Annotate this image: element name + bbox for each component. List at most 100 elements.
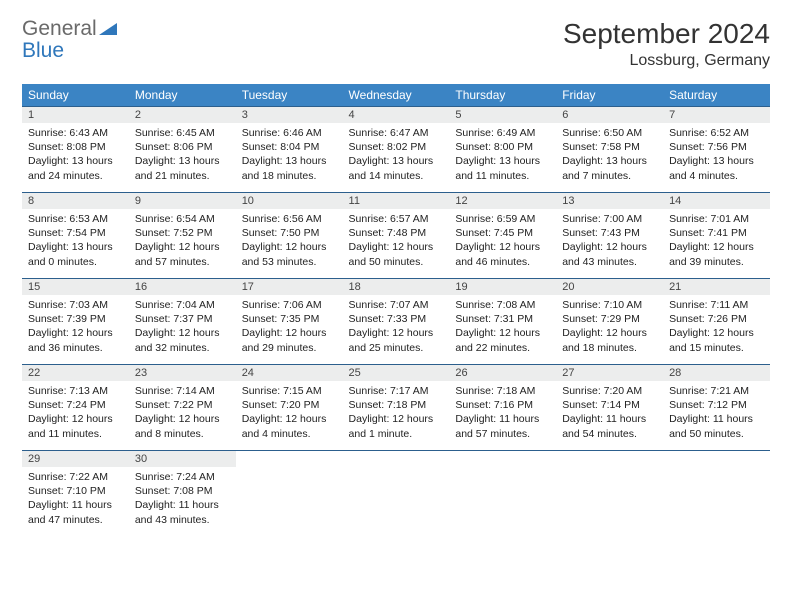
daylight-line: Daylight: 13 hours and 14 minutes. <box>349 154 444 182</box>
sunrise-line: Sunrise: 7:18 AM <box>455 384 550 398</box>
sunrise-line: Sunrise: 7:03 AM <box>28 298 123 312</box>
sunset-line: Sunset: 8:04 PM <box>242 140 337 154</box>
weekday-header: Sunday <box>22 84 129 107</box>
title-block: September 2024 Lossburg, Germany <box>563 18 770 70</box>
calendar-day-cell: 5Sunrise: 6:49 AMSunset: 8:00 PMDaylight… <box>449 107 556 193</box>
day-body: Sunrise: 6:54 AMSunset: 7:52 PMDaylight:… <box>129 209 236 275</box>
weekday-header: Friday <box>556 84 663 107</box>
sunset-line: Sunset: 7:26 PM <box>669 312 764 326</box>
daylight-line: Daylight: 13 hours and 7 minutes. <box>562 154 657 182</box>
day-number: 27 <box>556 365 663 381</box>
day-number: 22 <box>22 365 129 381</box>
day-body: Sunrise: 7:20 AMSunset: 7:14 PMDaylight:… <box>556 381 663 447</box>
day-number: 4 <box>343 107 450 123</box>
day-number-empty <box>343 451 450 467</box>
sunset-line: Sunset: 7:50 PM <box>242 226 337 240</box>
day-body: Sunrise: 7:15 AMSunset: 7:20 PMDaylight:… <box>236 381 343 447</box>
day-body: Sunrise: 7:04 AMSunset: 7:37 PMDaylight:… <box>129 295 236 361</box>
logo-triangle-icon <box>99 17 117 40</box>
day-number: 10 <box>236 193 343 209</box>
calendar-day-cell: 28Sunrise: 7:21 AMSunset: 7:12 PMDayligh… <box>663 365 770 451</box>
calendar-day-cell: 12Sunrise: 6:59 AMSunset: 7:45 PMDayligh… <box>449 193 556 279</box>
day-number: 21 <box>663 279 770 295</box>
sunset-line: Sunset: 7:16 PM <box>455 398 550 412</box>
calendar-day-cell: 19Sunrise: 7:08 AMSunset: 7:31 PMDayligh… <box>449 279 556 365</box>
calendar-day-cell: 4Sunrise: 6:47 AMSunset: 8:02 PMDaylight… <box>343 107 450 193</box>
daylight-line: Daylight: 12 hours and 46 minutes. <box>455 240 550 268</box>
day-number: 17 <box>236 279 343 295</box>
day-number: 28 <box>663 365 770 381</box>
calendar-day-cell: 13Sunrise: 7:00 AMSunset: 7:43 PMDayligh… <box>556 193 663 279</box>
day-body: Sunrise: 7:06 AMSunset: 7:35 PMDaylight:… <box>236 295 343 361</box>
daylight-line: Daylight: 11 hours and 50 minutes. <box>669 412 764 440</box>
daylight-line: Daylight: 12 hours and 1 minute. <box>349 412 444 440</box>
sunset-line: Sunset: 7:54 PM <box>28 226 123 240</box>
daylight-line: Daylight: 12 hours and 43 minutes. <box>562 240 657 268</box>
sunset-line: Sunset: 7:18 PM <box>349 398 444 412</box>
day-body: Sunrise: 7:07 AMSunset: 7:33 PMDaylight:… <box>343 295 450 361</box>
sunset-line: Sunset: 7:22 PM <box>135 398 230 412</box>
day-body: Sunrise: 7:13 AMSunset: 7:24 PMDaylight:… <box>22 381 129 447</box>
day-number-empty <box>556 451 663 467</box>
sunrise-line: Sunrise: 6:49 AM <box>455 126 550 140</box>
day-number: 9 <box>129 193 236 209</box>
sunset-line: Sunset: 7:14 PM <box>562 398 657 412</box>
sunrise-line: Sunrise: 6:57 AM <box>349 212 444 226</box>
day-body: Sunrise: 7:01 AMSunset: 7:41 PMDaylight:… <box>663 209 770 275</box>
sunset-line: Sunset: 7:43 PM <box>562 226 657 240</box>
daylight-line: Daylight: 11 hours and 54 minutes. <box>562 412 657 440</box>
day-number: 25 <box>343 365 450 381</box>
calendar-day-cell: 8Sunrise: 6:53 AMSunset: 7:54 PMDaylight… <box>22 193 129 279</box>
sunrise-line: Sunrise: 6:45 AM <box>135 126 230 140</box>
calendar-day-cell: 14Sunrise: 7:01 AMSunset: 7:41 PMDayligh… <box>663 193 770 279</box>
day-body: Sunrise: 7:03 AMSunset: 7:39 PMDaylight:… <box>22 295 129 361</box>
location: Lossburg, Germany <box>563 52 770 70</box>
sunset-line: Sunset: 7:45 PM <box>455 226 550 240</box>
sunset-line: Sunset: 7:31 PM <box>455 312 550 326</box>
daylight-line: Daylight: 11 hours and 43 minutes. <box>135 498 230 526</box>
calendar-day-cell: 23Sunrise: 7:14 AMSunset: 7:22 PMDayligh… <box>129 365 236 451</box>
day-body: Sunrise: 6:46 AMSunset: 8:04 PMDaylight:… <box>236 123 343 189</box>
daylight-line: Daylight: 12 hours and 29 minutes. <box>242 326 337 354</box>
header: General Blue September 2024 Lossburg, Ge… <box>22 18 770 70</box>
sunrise-line: Sunrise: 7:00 AM <box>562 212 657 226</box>
day-body: Sunrise: 7:11 AMSunset: 7:26 PMDaylight:… <box>663 295 770 361</box>
calendar-day-cell: 22Sunrise: 7:13 AMSunset: 7:24 PMDayligh… <box>22 365 129 451</box>
logo-text: General Blue <box>22 18 117 62</box>
day-number: 2 <box>129 107 236 123</box>
daylight-line: Daylight: 12 hours and 8 minutes. <box>135 412 230 440</box>
day-number: 29 <box>22 451 129 467</box>
calendar-day-cell: 10Sunrise: 6:56 AMSunset: 7:50 PMDayligh… <box>236 193 343 279</box>
calendar-day-cell: 18Sunrise: 7:07 AMSunset: 7:33 PMDayligh… <box>343 279 450 365</box>
logo: General Blue <box>22 18 117 62</box>
sunrise-line: Sunrise: 6:56 AM <box>242 212 337 226</box>
sunset-line: Sunset: 7:24 PM <box>28 398 123 412</box>
calendar-day-cell: 9Sunrise: 6:54 AMSunset: 7:52 PMDaylight… <box>129 193 236 279</box>
sunrise-line: Sunrise: 7:04 AM <box>135 298 230 312</box>
sunset-line: Sunset: 7:33 PM <box>349 312 444 326</box>
day-number: 3 <box>236 107 343 123</box>
day-number-empty <box>663 451 770 467</box>
day-number-empty <box>236 451 343 467</box>
day-number: 11 <box>343 193 450 209</box>
calendar-day-cell: 25Sunrise: 7:17 AMSunset: 7:18 PMDayligh… <box>343 365 450 451</box>
sunrise-line: Sunrise: 6:43 AM <box>28 126 123 140</box>
day-number: 7 <box>663 107 770 123</box>
day-body: Sunrise: 7:14 AMSunset: 7:22 PMDaylight:… <box>129 381 236 447</box>
calendar-day-cell: 24Sunrise: 7:15 AMSunset: 7:20 PMDayligh… <box>236 365 343 451</box>
day-body: Sunrise: 6:56 AMSunset: 7:50 PMDaylight:… <box>236 209 343 275</box>
day-number: 18 <box>343 279 450 295</box>
sunrise-line: Sunrise: 7:20 AM <box>562 384 657 398</box>
day-body: Sunrise: 6:50 AMSunset: 7:58 PMDaylight:… <box>556 123 663 189</box>
day-body: Sunrise: 6:45 AMSunset: 8:06 PMDaylight:… <box>129 123 236 189</box>
day-number: 8 <box>22 193 129 209</box>
day-number: 30 <box>129 451 236 467</box>
sunset-line: Sunset: 8:02 PM <box>349 140 444 154</box>
sunset-line: Sunset: 7:08 PM <box>135 484 230 498</box>
sunrise-line: Sunrise: 7:13 AM <box>28 384 123 398</box>
calendar-day-cell: 1Sunrise: 6:43 AMSunset: 8:08 PMDaylight… <box>22 107 129 193</box>
calendar-day-cell: 6Sunrise: 6:50 AMSunset: 7:58 PMDaylight… <box>556 107 663 193</box>
sunset-line: Sunset: 7:10 PM <box>28 484 123 498</box>
day-body: Sunrise: 7:22 AMSunset: 7:10 PMDaylight:… <box>22 467 129 533</box>
calendar-day-cell: 26Sunrise: 7:18 AMSunset: 7:16 PMDayligh… <box>449 365 556 451</box>
